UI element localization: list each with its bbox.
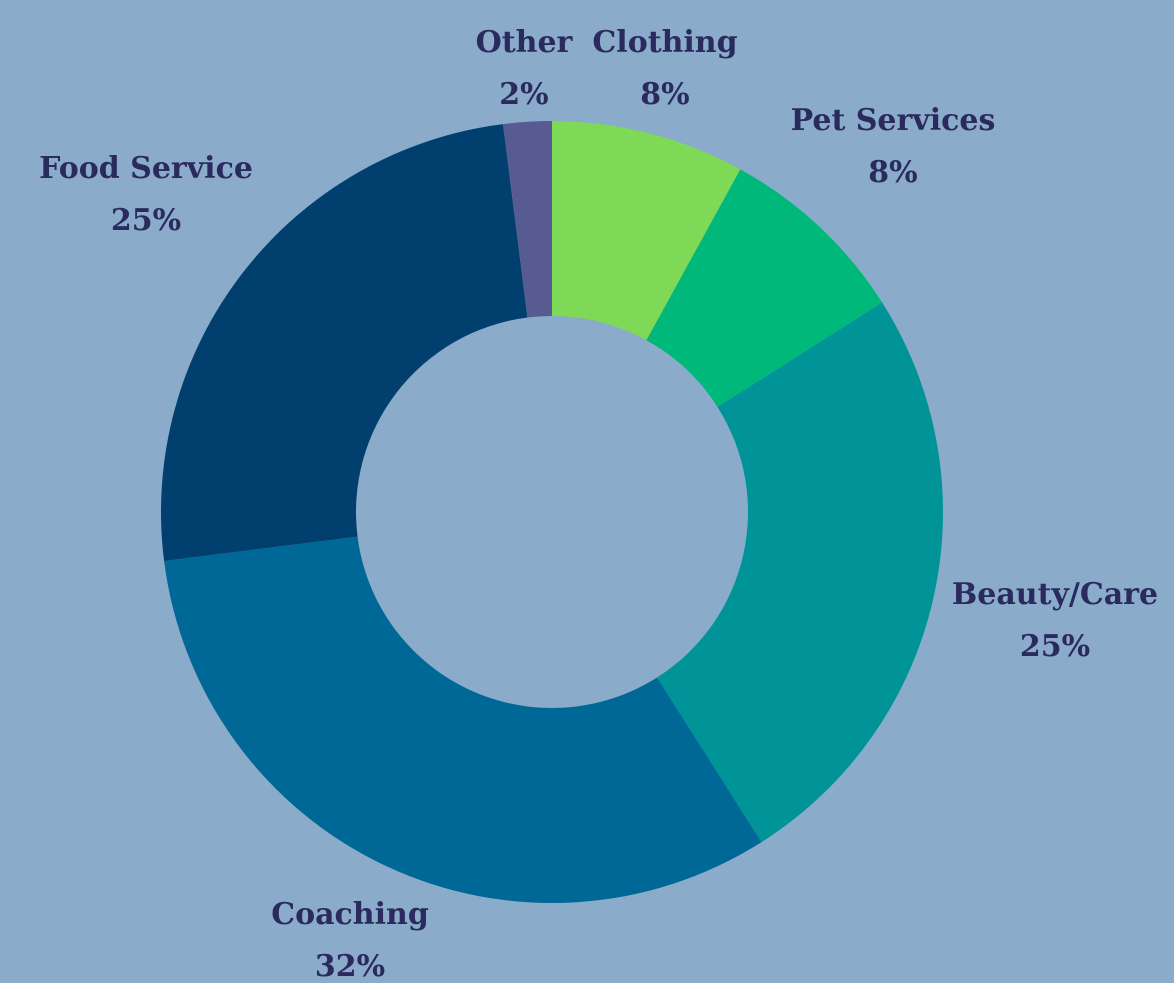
donut-slice	[657, 302, 943, 843]
slice-label: Other	[476, 25, 574, 60]
slice-value-label: 8%	[868, 155, 917, 190]
slice-label: Food Service	[39, 151, 253, 186]
slice-label: Coaching	[271, 897, 429, 932]
donut-slice	[164, 536, 762, 903]
donut-slice	[502, 121, 552, 318]
slice-value-label: 25%	[111, 203, 181, 238]
slice-value-label: 8%	[640, 77, 689, 112]
slice-value-label: 25%	[1020, 629, 1090, 664]
slice-value-label: 2%	[499, 77, 548, 112]
donut-slice	[160, 124, 528, 562]
slice-label: Pet Services	[791, 103, 996, 138]
slice-label: Beauty/Care	[952, 577, 1158, 612]
slice-value-label: 32%	[315, 949, 385, 983]
slice-label: Clothing	[592, 25, 737, 60]
donut-slice	[646, 169, 883, 407]
donut-slice	[552, 121, 741, 341]
